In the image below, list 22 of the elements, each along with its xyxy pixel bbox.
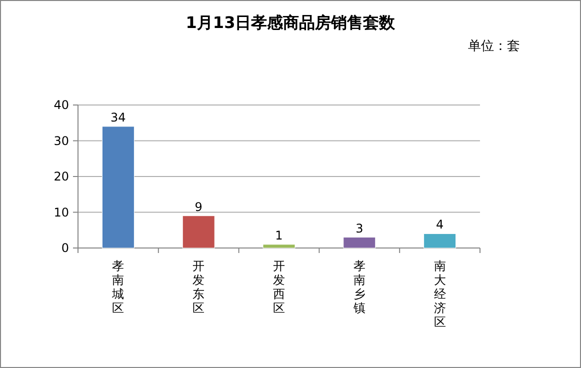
bar	[262, 244, 296, 248]
bar	[182, 216, 215, 248]
data-label: 9	[194, 200, 202, 214]
y-tick-label: 20	[54, 170, 69, 184]
x-tick-label: 开发西区	[273, 259, 285, 315]
chart-title: 1月13日孝感商品房销售套数	[186, 13, 396, 32]
bar	[424, 233, 456, 248]
y-tick-label: 30	[54, 134, 69, 148]
bar	[343, 237, 376, 248]
y-tick-label: 10	[54, 205, 69, 220]
data-label: 3	[356, 221, 364, 236]
x-tick-label: 孝南城区	[111, 259, 124, 315]
x-tick-label: 开发东区	[192, 259, 205, 315]
x-tick-label: 南大经济区	[434, 259, 446, 329]
bar	[102, 126, 134, 248]
data-label: 34	[110, 110, 126, 124]
chart-subtitle: 单位：套	[468, 39, 520, 54]
y-tick-label: 0	[61, 241, 69, 255]
x-tick-label: 孝南乡镇	[352, 259, 366, 315]
y-tick-label: 40	[54, 98, 69, 112]
data-label: 4	[436, 218, 444, 232]
data-label: 1	[275, 228, 283, 242]
